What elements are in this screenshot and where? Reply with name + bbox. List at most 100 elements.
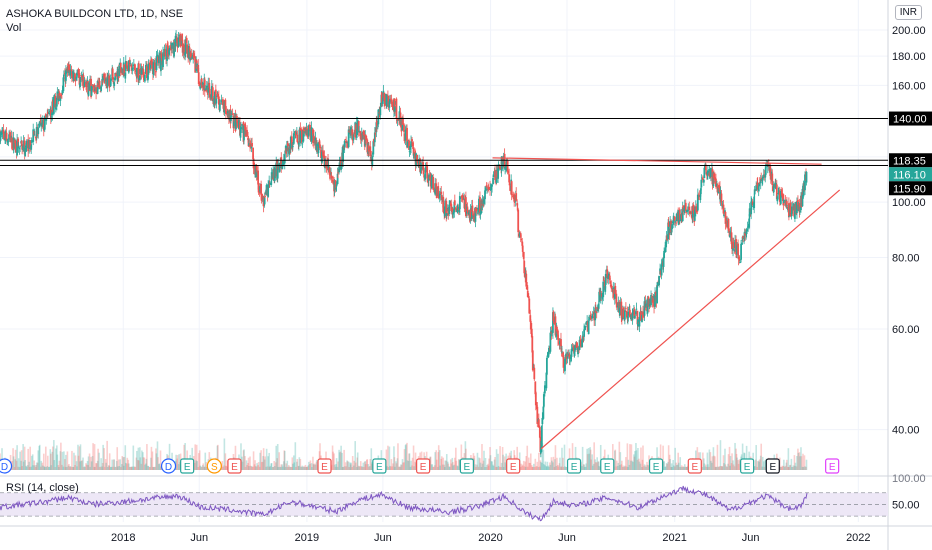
candle-body bbox=[264, 196, 267, 198]
volume-bar bbox=[633, 454, 635, 470]
marker-box bbox=[740, 458, 755, 474]
volume-bar bbox=[313, 464, 315, 470]
volume-bar bbox=[408, 453, 411, 470]
candle-body bbox=[738, 259, 741, 261]
volume-bar bbox=[539, 460, 542, 470]
volume-bar bbox=[681, 466, 684, 470]
volume-bar bbox=[50, 465, 53, 470]
volume-bar bbox=[286, 460, 289, 470]
volume-bar bbox=[68, 464, 70, 470]
trendline[interactable] bbox=[492, 157, 822, 165]
volume-bar bbox=[629, 444, 631, 470]
dividend-marker[interactable]: D bbox=[160, 458, 177, 474]
volume-bar bbox=[340, 445, 342, 470]
volume-bar bbox=[67, 465, 70, 470]
candle-body bbox=[6, 138, 8, 142]
volume-bar bbox=[476, 452, 479, 470]
earnings-marker[interactable]: E bbox=[600, 458, 615, 474]
candle-body bbox=[69, 69, 72, 76]
volume-bar bbox=[264, 456, 266, 470]
volume-bar bbox=[554, 445, 557, 470]
candle-body bbox=[398, 111, 401, 121]
volume-bar bbox=[268, 452, 270, 470]
earnings-marker[interactable]: E bbox=[317, 458, 332, 474]
candle-body bbox=[154, 62, 156, 71]
candle-body bbox=[382, 90, 385, 96]
candle-body bbox=[396, 120, 399, 121]
candle-body bbox=[604, 286, 607, 292]
earnings-marker[interactable]: E bbox=[825, 458, 840, 474]
marker-letter: E bbox=[769, 462, 776, 473]
candle-body bbox=[526, 290, 529, 298]
candle-body bbox=[716, 185, 719, 193]
volume-bar bbox=[594, 462, 597, 470]
volume-bar bbox=[156, 441, 159, 470]
volume-bar bbox=[81, 460, 83, 470]
level-price-badge[interactable]: 118.35 bbox=[889, 153, 932, 168]
candle-body bbox=[12, 149, 14, 150]
candle-body bbox=[452, 212, 455, 215]
volume-bar bbox=[38, 444, 41, 470]
candle-body bbox=[305, 127, 308, 134]
candle-body bbox=[37, 127, 40, 135]
volume-bar bbox=[388, 446, 391, 470]
volume-bar bbox=[638, 461, 641, 470]
volume-bar bbox=[94, 466, 96, 470]
earnings-marker[interactable]: E bbox=[648, 458, 664, 474]
volume-bar bbox=[478, 457, 480, 470]
volume-bar bbox=[630, 460, 632, 470]
earnings-marker[interactable]: E bbox=[372, 458, 387, 474]
candle-body bbox=[475, 207, 477, 212]
level-lines[interactable] bbox=[0, 118, 888, 166]
candle-body bbox=[351, 129, 354, 136]
split-marker[interactable]: S bbox=[206, 458, 222, 474]
volume-bar bbox=[794, 465, 796, 470]
earnings-marker[interactable]: E bbox=[506, 458, 521, 474]
candle-body bbox=[641, 315, 643, 323]
earnings-marker[interactable]: E bbox=[740, 458, 755, 474]
candle-body bbox=[505, 161, 508, 166]
earnings-marker[interactable]: E bbox=[765, 458, 780, 474]
volume-bar bbox=[671, 466, 673, 470]
level-price-badge[interactable]: 115.90 bbox=[889, 181, 932, 196]
candle-body bbox=[731, 241, 733, 250]
earnings-marker[interactable]: E bbox=[416, 458, 431, 474]
candle-body bbox=[200, 78, 203, 88]
candle-body bbox=[113, 82, 116, 87]
candle-body bbox=[106, 78, 109, 87]
dividend-marker[interactable]: D bbox=[0, 458, 13, 474]
volume-bar bbox=[255, 466, 258, 470]
volume-bar bbox=[257, 462, 260, 470]
volume-bar bbox=[725, 466, 728, 470]
volume-bar bbox=[176, 455, 179, 470]
volume-bar bbox=[721, 466, 724, 470]
candle-body bbox=[536, 406, 539, 424]
level-price-badge[interactable]: 140.00 bbox=[889, 111, 932, 126]
candle-body bbox=[442, 196, 445, 212]
currency-badge[interactable]: INR bbox=[894, 5, 922, 20]
candle-body bbox=[429, 174, 432, 187]
candle-body bbox=[148, 62, 151, 64]
earnings-marker[interactable]: E bbox=[687, 458, 702, 474]
candle-body bbox=[93, 85, 96, 92]
earnings-marker[interactable]: E bbox=[459, 458, 474, 474]
earnings-marker[interactable]: E bbox=[227, 458, 242, 474]
earnings-marker[interactable]: E bbox=[180, 458, 195, 474]
volume-bar bbox=[312, 463, 315, 470]
trendline[interactable] bbox=[540, 189, 841, 450]
candle-body bbox=[24, 147, 27, 157]
volume-bar bbox=[659, 444, 662, 470]
volume-bar bbox=[254, 460, 256, 470]
candle-body bbox=[416, 154, 418, 162]
volume-bar bbox=[683, 466, 686, 470]
level-price-badge[interactable]: 116.10 bbox=[889, 167, 932, 182]
candle-body bbox=[73, 72, 75, 81]
volume-bar bbox=[801, 466, 804, 470]
earnings-marker[interactable]: E bbox=[566, 458, 582, 474]
volume-bar bbox=[639, 463, 642, 470]
volume-bar bbox=[262, 456, 264, 470]
volume-bar bbox=[592, 463, 595, 470]
volume-bar bbox=[703, 458, 705, 470]
